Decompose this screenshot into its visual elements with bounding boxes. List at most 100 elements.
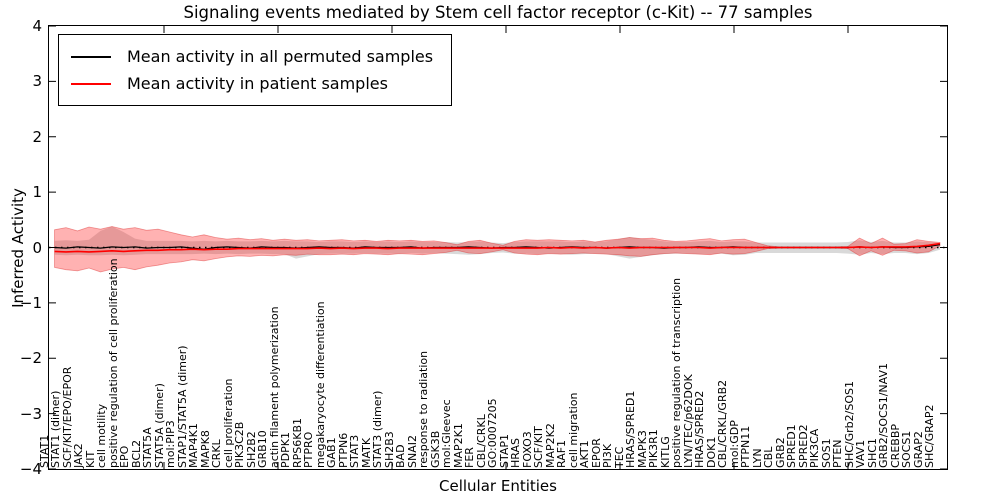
x-tick-label: PTEN [831, 439, 844, 468]
x-tick-label: HRAS/SPRED1 [624, 390, 637, 468]
x-tick-label: mol:PIP3 [164, 420, 177, 468]
x-tick-label: STAT1 [37, 434, 51, 468]
x-tick-label: positive regulation of cell proliferatio… [106, 258, 120, 468]
x-tick-label: actin filament polymerization [267, 306, 281, 468]
legend-line-red-icon [71, 82, 111, 85]
x-tick-label: KITLG [658, 436, 672, 468]
x-tick-label: PTPN6 [336, 432, 350, 468]
x-tick-label: HRAS [509, 438, 522, 468]
x-tick-label: KIT [83, 450, 97, 468]
x-tick-label: PI3K [601, 443, 614, 468]
x-tick-label: MAP2K1 [451, 423, 465, 468]
x-tick-label: CBL/CRKL/GRB2 [716, 379, 729, 468]
x-tick-label: RAF1 [555, 439, 568, 468]
x-tick-label: cell motility [95, 403, 108, 468]
x-tick-label: SNAI2 [405, 435, 419, 468]
x-tick-label: GRB2 [773, 437, 787, 468]
x-tick-label: STAT3 (dimer) [371, 390, 384, 468]
x-tick-label: STAT3 [348, 434, 361, 468]
mean-patient-line [54, 242, 941, 253]
x-tick-label: CBL [762, 446, 775, 468]
x-tick-label: FOXO3 [520, 431, 534, 468]
x-tick-label: STAT5A (dimer) [152, 383, 166, 468]
y-tick-label: −2 [19, 349, 42, 368]
x-tick-label: megakaryocyte differentiation [313, 301, 327, 468]
legend-item-patient: Mean activity in patient samples [71, 70, 433, 97]
x-tick-label: TEC [612, 446, 626, 468]
x-tick-label: cell migration [566, 392, 580, 468]
x-tick-label: SHC/GRAP2 [923, 404, 936, 468]
legend-label: Mean activity in patient samples [127, 74, 388, 93]
x-tick-label: PDPK1 [279, 432, 292, 468]
x-tick-label: GSK3B [428, 430, 442, 468]
y-tick-label: 2 [32, 127, 42, 146]
x-tick-label: MAP4K1 [187, 423, 200, 468]
legend: Mean activity in all permuted samples Me… [58, 34, 453, 106]
x-tick-label: GRAP2 [911, 431, 925, 468]
x-tick-label: SH2B3 [382, 431, 396, 468]
x-tick-label: SHC1 [865, 438, 879, 468]
x-tick-label: RPS6KB1 [290, 417, 304, 468]
x-tick-label: SCF/KIT [532, 426, 545, 468]
x-tick-label: MAPK8 [198, 430, 212, 468]
x-tick-label: GAB1 [325, 437, 338, 468]
x-tick-label: SCF/KIT/EPO/EPOR [60, 366, 74, 468]
x-tick-label: SH2B2 [244, 431, 258, 468]
x-tick-label: GRB2/SOCS1/NAV1 [877, 363, 890, 468]
legend-label: Mean activity in all permuted samples [127, 47, 434, 66]
x-tick-label: STAP1/STAT5A (dimer) [175, 345, 189, 468]
x-tick-label: cell proliferation [221, 378, 235, 468]
x-tick-label: PIK3CA [808, 428, 821, 468]
patient-spread-band [54, 226, 941, 273]
x-tick-label: MAP2K2 [543, 423, 557, 468]
legend-line-black-icon [71, 55, 111, 58]
x-tick-label: positive regulation of transcription [670, 277, 683, 468]
x-tick-label: MATK [359, 437, 373, 468]
x-tick-label: VAV1 [854, 439, 867, 468]
x-tick-label: STAT5A [141, 427, 154, 468]
plot-area: Mean activity in all permuted samples Me… [48, 25, 948, 470]
y-tick-label: 3 [32, 72, 42, 91]
x-tick-label: DOK1 [704, 436, 718, 468]
y-tick-label: 4 [32, 17, 42, 35]
x-tick-label: SHC/Grb2/SOS1 [842, 381, 856, 468]
x-tick-label: STAP1 [497, 433, 511, 468]
x-tick-label: BCL2 [129, 439, 143, 468]
x-axis-label: Cellular Entities [439, 477, 557, 495]
x-tick-label: CBL/CRKL [474, 414, 488, 468]
y-tick-label: 0 [32, 238, 42, 257]
x-tick-label: EPO [118, 445, 131, 468]
x-tick-label: CREBBP [888, 424, 902, 468]
x-tick-label: mol:GDP [727, 420, 741, 468]
x-tick-label: GRB10 [256, 430, 269, 468]
x-tick-label: PTPRO [302, 431, 315, 468]
x-tick-label: PIK3C2B [233, 421, 246, 468]
x-tick-label: SPRED2 [796, 424, 810, 468]
x-tick-label: PIK3R1 [647, 429, 660, 468]
x-tick-label: PTPN11 [739, 425, 752, 468]
x-tick-label: LYN [750, 448, 764, 468]
x-tick-label: SOCS1 [900, 430, 913, 468]
x-tick-label: mol:Gleevec [440, 399, 453, 468]
x-tick-label: CRKL [210, 439, 223, 468]
x-tick-label: GO:0007205 [486, 398, 499, 468]
x-tick-label: FER [463, 447, 476, 468]
x-tick-label: SOS1 [819, 438, 833, 468]
x-tick-label: AKT1 [578, 440, 591, 468]
x-tick-label: HRAS/SPRED2 [693, 390, 706, 468]
x-tick-label: BAD [394, 444, 407, 468]
chart-canvas [49, 26, 947, 469]
x-tick-label: SPRED1 [785, 424, 798, 468]
x-tick-label: LYN/TEC/p62DOK [681, 374, 695, 468]
y-tick-label: 1 [32, 183, 42, 202]
y-tick-label: −4 [19, 460, 42, 478]
y-tick-label: −3 [19, 404, 42, 423]
legend-item-permuted: Mean activity in all permuted samples [71, 43, 433, 70]
permuted-spread-band [54, 226, 940, 259]
x-tick-label: STAT1 (dimer) [49, 390, 62, 468]
y-tick-label: −1 [19, 293, 42, 312]
chart-title: Signaling events mediated by Stem cell f… [183, 3, 813, 22]
x-tick-label: MAPK3 [635, 430, 649, 468]
x-tick-label: response to radiation [417, 350, 430, 468]
